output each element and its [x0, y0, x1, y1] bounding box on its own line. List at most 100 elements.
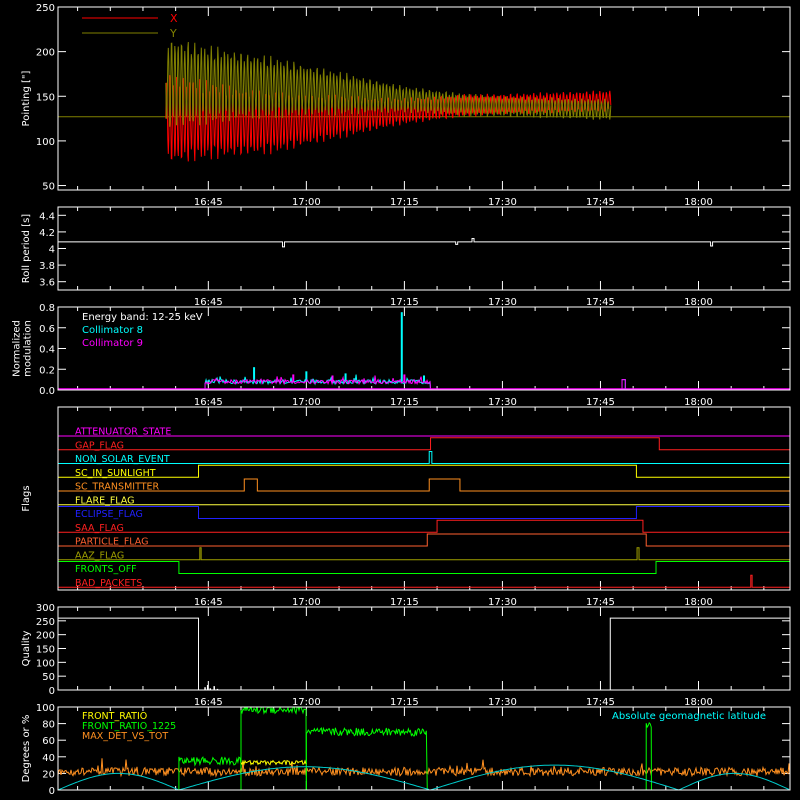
x-tick-label: 17:30 — [488, 197, 517, 208]
series-x-line — [165, 75, 612, 162]
legend-label: X — [170, 12, 178, 25]
flag-label: ECLIPSE_FLAG — [75, 509, 143, 520]
y-tick-label: 150 — [36, 92, 55, 103]
flag-fronts-off: FRONTS_OFF — [57, 561, 791, 575]
y-tick-label: 100 — [36, 703, 55, 714]
y-tick-label: 3.8 — [39, 261, 55, 272]
flag-line — [58, 464, 790, 478]
flag-label: SC_TRANSMITTER — [75, 482, 160, 493]
x-tick-label: 17:30 — [488, 297, 517, 308]
y-tick-label: 80 — [42, 720, 55, 731]
flag-attenuator-state: ATTENUATOR_STATE — [58, 427, 790, 438]
flag-non-solar-event: NON_SOLAR_EVENT — [58, 451, 790, 465]
energy-band-annotation: Energy band: 12-25 keV — [82, 312, 203, 323]
series-y-line — [165, 41, 612, 127]
flag-label: PARTICLE_FLAG — [75, 537, 148, 548]
x-tick-label: 17:30 — [488, 597, 517, 608]
y-tick-label: 150 — [36, 645, 55, 656]
x-tick-label: 17:15 — [390, 397, 419, 408]
flag-line — [58, 437, 790, 451]
x-tick-label: 17:00 — [292, 197, 321, 208]
x-tick-label: 16:45 — [194, 397, 223, 408]
y-axis-label: Quality — [21, 631, 32, 667]
x-tick-label: 17:30 — [488, 397, 517, 408]
x-tick-label: 17:15 — [390, 197, 419, 208]
x-tick-label: 16:45 — [194, 197, 223, 208]
flag-eclipse-flag: ECLIPSE_FLAG — [57, 506, 791, 520]
legend-label: Y — [169, 27, 177, 40]
legend: XY — [82, 12, 178, 40]
legend-collimator-9: Collimator 9 — [82, 338, 143, 349]
series-front-ratio-1225 — [240, 707, 307, 790]
series-front-ratio — [240, 759, 307, 767]
flag-label: NON_SOLAR_EVENT — [75, 454, 170, 465]
x-tick-label: 17:00 — [292, 397, 321, 408]
y-tick-label: 0 — [49, 686, 55, 697]
flag-saa-flag: SAA_FLAG — [58, 519, 790, 534]
plot-frame — [57, 406, 791, 591]
y-tick-label: 250 — [36, 617, 55, 628]
x-tick-label: 17:45 — [586, 297, 615, 308]
x-tick-label: 17:45 — [586, 597, 615, 608]
y-axis-label: Roll period [s] — [21, 214, 32, 283]
y-tick-label: 100 — [36, 658, 55, 669]
panel-1: 16:45 17:00 17:15 17:30 17:45 18:00 50 100 150 20… — [21, 3, 791, 208]
legend-max-det-vs-tot: MAX_DET_VS_TOT — [82, 731, 168, 742]
x-tick-label: 16:45 — [194, 297, 223, 308]
x-tick-label: 18:00 — [684, 297, 713, 308]
x-tick-label: 17:00 — [292, 597, 321, 608]
plot-frame — [57, 306, 791, 391]
flag-line — [57, 561, 791, 574]
quality-line — [58, 617, 790, 691]
flag-particle-flag: PARTICLE_FLAG — [58, 533, 790, 548]
panel-4: 16:45 17:00 17:15 17:30 17:45 18:00 Flags ATTEN… — [21, 406, 791, 608]
series-front-ratio-1225 — [645, 722, 652, 790]
y-axis-label: Normalized — [12, 320, 23, 377]
panel-2: 16:45 17:00 17:15 17:30 17:45 18:00 3.6 3.8 4 4.2… — [21, 206, 791, 308]
flag-line — [58, 478, 790, 492]
flag-line — [58, 451, 790, 464]
flag-label: ATTENUATOR_STATE — [75, 427, 171, 438]
modulation-spike — [344, 373, 347, 382]
y-tick-label: 0 — [49, 786, 55, 797]
modulation-spike — [292, 374, 295, 382]
x-tick-label: 17:45 — [586, 197, 615, 208]
x-tick-label: 17:30 — [488, 697, 517, 708]
x-tick-label: 18:00 — [684, 197, 713, 208]
y-tick-label: 20 — [42, 769, 55, 780]
y-tick-label: 0.4 — [39, 345, 55, 356]
x-tick-label: 18:00 — [684, 597, 713, 608]
y-tick-label: 250 — [36, 3, 55, 14]
flag-flare-flag: FLARE_FLAG — [58, 495, 790, 506]
y-axis-label: Flags — [21, 485, 32, 511]
series-geomagnetic-latitude — [58, 772, 179, 790]
legend-geomagnetic-latitude: Absolute geomagnetic latitude — [612, 711, 766, 722]
y-tick-label: 4 — [49, 245, 55, 256]
y-tick-label: 0.2 — [39, 365, 55, 376]
y-tick-label: 40 — [42, 753, 55, 764]
panel-3: 16:45 17:00 17:15 17:30 17:45 18:00 0.0 0.2 0.4 0… — [12, 303, 791, 408]
flag-line — [58, 519, 790, 533]
x-tick-label: 18:00 — [684, 697, 713, 708]
x-tick-label: 16:45 — [194, 597, 223, 608]
y-tick-label: 0.0 — [39, 386, 55, 397]
legend-front-ratio: FRONT_RATIO — [82, 711, 147, 722]
y-tick-label: 60 — [42, 736, 55, 747]
series-geomagnetic-latitude — [430, 764, 679, 790]
flag-label: SAA_FLAG — [75, 523, 124, 534]
y-axis-label: Degrees or % — [21, 715, 32, 783]
flag-label: BAD_PACKETS — [75, 578, 142, 589]
y-tick-label: 200 — [36, 631, 55, 642]
legend-front-ratio-1225: FRONT_RATIO_1225 — [82, 721, 176, 732]
x-tick-label: 16:45 — [194, 697, 223, 708]
series-front-ratio-1225 — [178, 756, 242, 790]
panel-5: 16:45 17:00 17:15 17:30 17:45 18:00 0 50 100 150 2… — [21, 603, 791, 708]
x-tick-label: 17:45 — [586, 697, 615, 708]
y-axis-label: Pointing ["] — [21, 70, 32, 126]
x-tick-label: 17:00 — [292, 697, 321, 708]
x-tick-label: 17:00 — [292, 297, 321, 308]
modulation-spike — [331, 375, 334, 382]
y-tick-label: 4.4 — [39, 211, 55, 222]
x-tick-label: 17:15 — [390, 597, 419, 608]
